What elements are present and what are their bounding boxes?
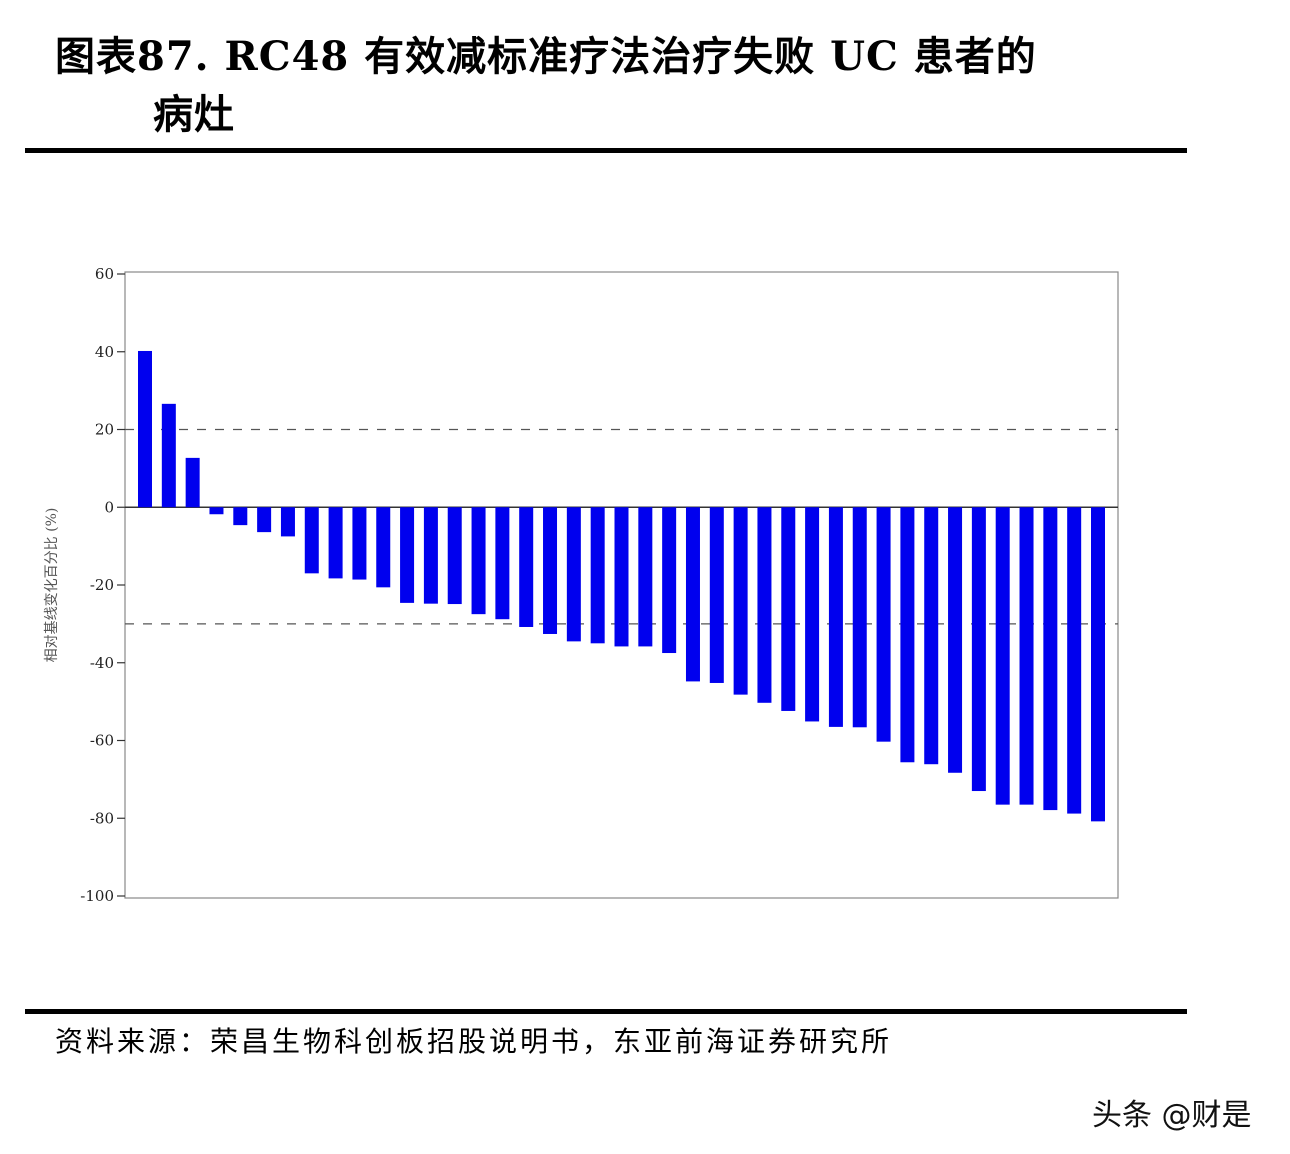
bar xyxy=(566,507,581,642)
source-note: 资料来源：荣昌生物科创板招股说明书，东亚前海证券研究所 xyxy=(55,1025,893,1058)
bar xyxy=(638,507,653,647)
bar xyxy=(1067,507,1082,814)
bar xyxy=(709,507,724,683)
bar xyxy=(209,507,224,515)
y-tick-label: 60 xyxy=(95,265,114,283)
bar xyxy=(924,507,939,765)
bar xyxy=(805,507,820,722)
bar xyxy=(447,507,462,605)
bars xyxy=(138,350,1105,822)
bar xyxy=(614,507,629,647)
bar xyxy=(280,507,295,537)
bar xyxy=(685,507,700,682)
bar xyxy=(328,507,343,579)
bar xyxy=(781,507,796,711)
y-tick-label: -20 xyxy=(90,576,114,594)
y-tick-label: 40 xyxy=(95,343,114,361)
bar xyxy=(519,507,534,627)
bar xyxy=(852,507,867,728)
y-tick-label: -100 xyxy=(80,887,114,905)
bar xyxy=(138,350,152,508)
bar xyxy=(257,507,272,533)
bar xyxy=(1019,507,1034,805)
bar xyxy=(543,507,558,634)
bar xyxy=(995,507,1010,805)
bar xyxy=(352,507,367,580)
bar xyxy=(423,507,438,604)
y-tick-label: 20 xyxy=(95,421,114,439)
bar xyxy=(876,507,891,742)
bar xyxy=(757,507,772,703)
bar xyxy=(733,507,748,695)
bar xyxy=(471,507,486,615)
watermark: 头条 @财是 xyxy=(1092,1098,1252,1133)
bar xyxy=(590,507,605,644)
source-divider xyxy=(25,1009,1187,1014)
bar xyxy=(495,507,510,620)
bar xyxy=(376,507,391,588)
y-tick-label: -80 xyxy=(90,809,114,827)
reference-lines xyxy=(125,428,1118,625)
bar xyxy=(161,403,176,508)
y-axis: 60 40 20 0 -20 -40 -60 -80 -100 xyxy=(80,265,125,905)
bar xyxy=(233,507,248,526)
bar xyxy=(900,507,915,763)
figure-title-line1: 图表87. RC48 有效减标准疗法治疗失败 UC 患者的 xyxy=(55,33,1037,80)
bar xyxy=(185,457,200,508)
y-axis-label: 相对基线变化百分比 (%) xyxy=(43,508,60,663)
title-divider xyxy=(25,148,1187,153)
bar xyxy=(1043,507,1058,811)
bar xyxy=(948,507,963,773)
bar xyxy=(304,507,319,574)
bar xyxy=(971,507,986,792)
y-tick-label: 0 xyxy=(104,498,114,516)
y-tick-label: -40 xyxy=(90,654,114,672)
y-tick-label: -60 xyxy=(90,732,114,750)
figure-title-line2: 病灶 xyxy=(153,91,235,138)
bar xyxy=(662,507,677,654)
bar xyxy=(1091,507,1105,822)
figure-title: 图表87. RC48 有效减标准疗法治疗失败 UC 患者的 病灶 xyxy=(55,28,1037,144)
bar xyxy=(400,507,415,603)
bar xyxy=(828,507,843,727)
